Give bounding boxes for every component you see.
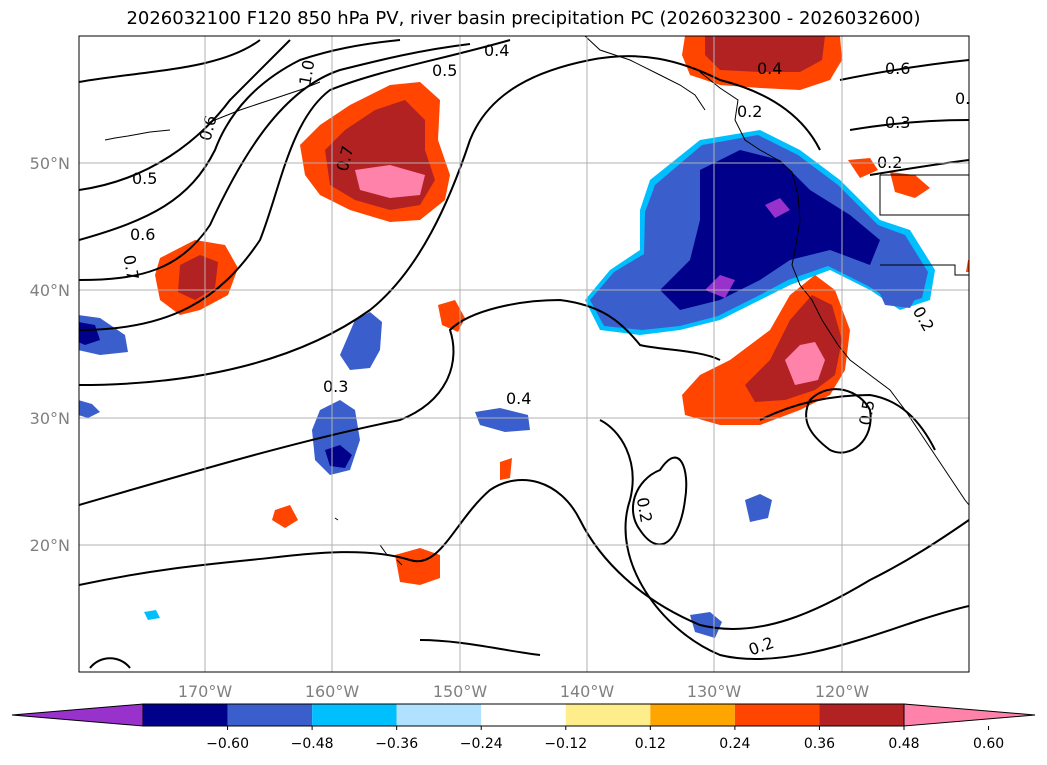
- lon-tick-label: 130°W: [687, 682, 742, 701]
- negative-anomaly-central: [340, 312, 382, 370]
- coastlines: [104, 36, 969, 566]
- colorbar-segment: [396, 704, 482, 726]
- contour-label: 0.2: [633, 496, 656, 524]
- contour-label: 0.3: [323, 377, 348, 396]
- colorbar-tick-label: −0.48: [291, 736, 334, 752]
- colorbar-segment: [481, 704, 566, 726]
- contour-label: 0.4: [506, 389, 531, 408]
- contour-label: 0.2: [737, 102, 762, 121]
- colorbar-segment: [227, 704, 313, 726]
- colorbar-tick-label: 0.24: [719, 736, 750, 752]
- lon-tick-label: 170°W: [178, 682, 233, 701]
- colorbar-tick-label: −0.24: [460, 736, 503, 752]
- map-title: 2026032100 F120 850 hPa PV, river basin …: [126, 8, 921, 29]
- lon-tick-labels: 170°W 160°W 150°W 140°W 130°W 120°W: [178, 682, 870, 701]
- contour-label: 1.0: [295, 58, 318, 86]
- map-frame: [78, 35, 970, 673]
- lon-tick-label: 150°W: [433, 682, 488, 701]
- contour-label: 0.5: [855, 398, 878, 426]
- lat-tick-label: 50°N: [30, 154, 70, 173]
- colorbar-segment: [143, 704, 228, 726]
- contour-label: 0.6: [196, 113, 221, 143]
- colorbar-segment: [312, 704, 397, 726]
- contour-label: 0.6: [130, 225, 155, 244]
- colorbar-extend-low: [11, 703, 144, 727]
- colorbar-segment: [565, 704, 651, 726]
- contour-label: 0.6: [885, 59, 910, 78]
- contour-label: 0.7: [119, 253, 142, 281]
- colorbar-segment: [734, 704, 820, 726]
- colorbar-frame: [142, 703, 905, 727]
- lon-tick-label: 120°W: [815, 682, 870, 701]
- lon-tick-label: 140°W: [560, 682, 615, 701]
- colorbar-segment: [650, 704, 735, 726]
- map-plot-area: 0.4 0.5 1.0 0.6 0.7 0.5 0.6 0.7 0.4 0.2 …: [79, 36, 980, 672]
- pv-contours: [79, 39, 969, 669]
- contour-label: 0.4: [484, 41, 509, 60]
- colorbar-tick-label: 0.36: [804, 736, 835, 752]
- lat-tick-label: 30°N: [30, 409, 70, 428]
- lon-tick-label: 160°W: [305, 682, 360, 701]
- colorbar-tick-label: −0.12: [544, 736, 587, 752]
- colorbar-extend-high: [903, 703, 1036, 727]
- contour-label: 0.5: [432, 61, 457, 80]
- colorbar-tick-label: 0.60: [973, 736, 1004, 752]
- contour-label: 0.4: [757, 59, 782, 78]
- colorbar-tick-label: 0.12: [635, 736, 666, 752]
- contour-label: 0.2: [746, 633, 776, 660]
- lat-tick-label: 40°N: [30, 281, 70, 300]
- lat-tick-labels: 50°N 40°N 30°N 20°N: [30, 154, 70, 555]
- contour-label: 0.3: [885, 113, 910, 132]
- colorbar-tick-label: −0.60: [206, 736, 249, 752]
- gridlines: [79, 36, 969, 672]
- colorbar-tick-label: 0.48: [888, 736, 919, 752]
- precip-fills: [79, 36, 969, 638]
- colorbar-tick-label: −0.36: [375, 736, 418, 752]
- contour-label: 0.2: [909, 303, 938, 335]
- contour-label: 0.5: [132, 169, 157, 188]
- colorbar: −0.60 −0.48 −0.36 −0.24 −0.12 0.12 0.24 0.36 0.4…: [11, 703, 1036, 752]
- contour-label: 0.2: [955, 89, 980, 108]
- lat-tick-label: 20°N: [30, 536, 70, 555]
- contour-labels: 0.4 0.5 1.0 0.6 0.7 0.5 0.6 0.7 0.4 0.2 …: [119, 41, 980, 660]
- colorbar-segment: [819, 704, 904, 726]
